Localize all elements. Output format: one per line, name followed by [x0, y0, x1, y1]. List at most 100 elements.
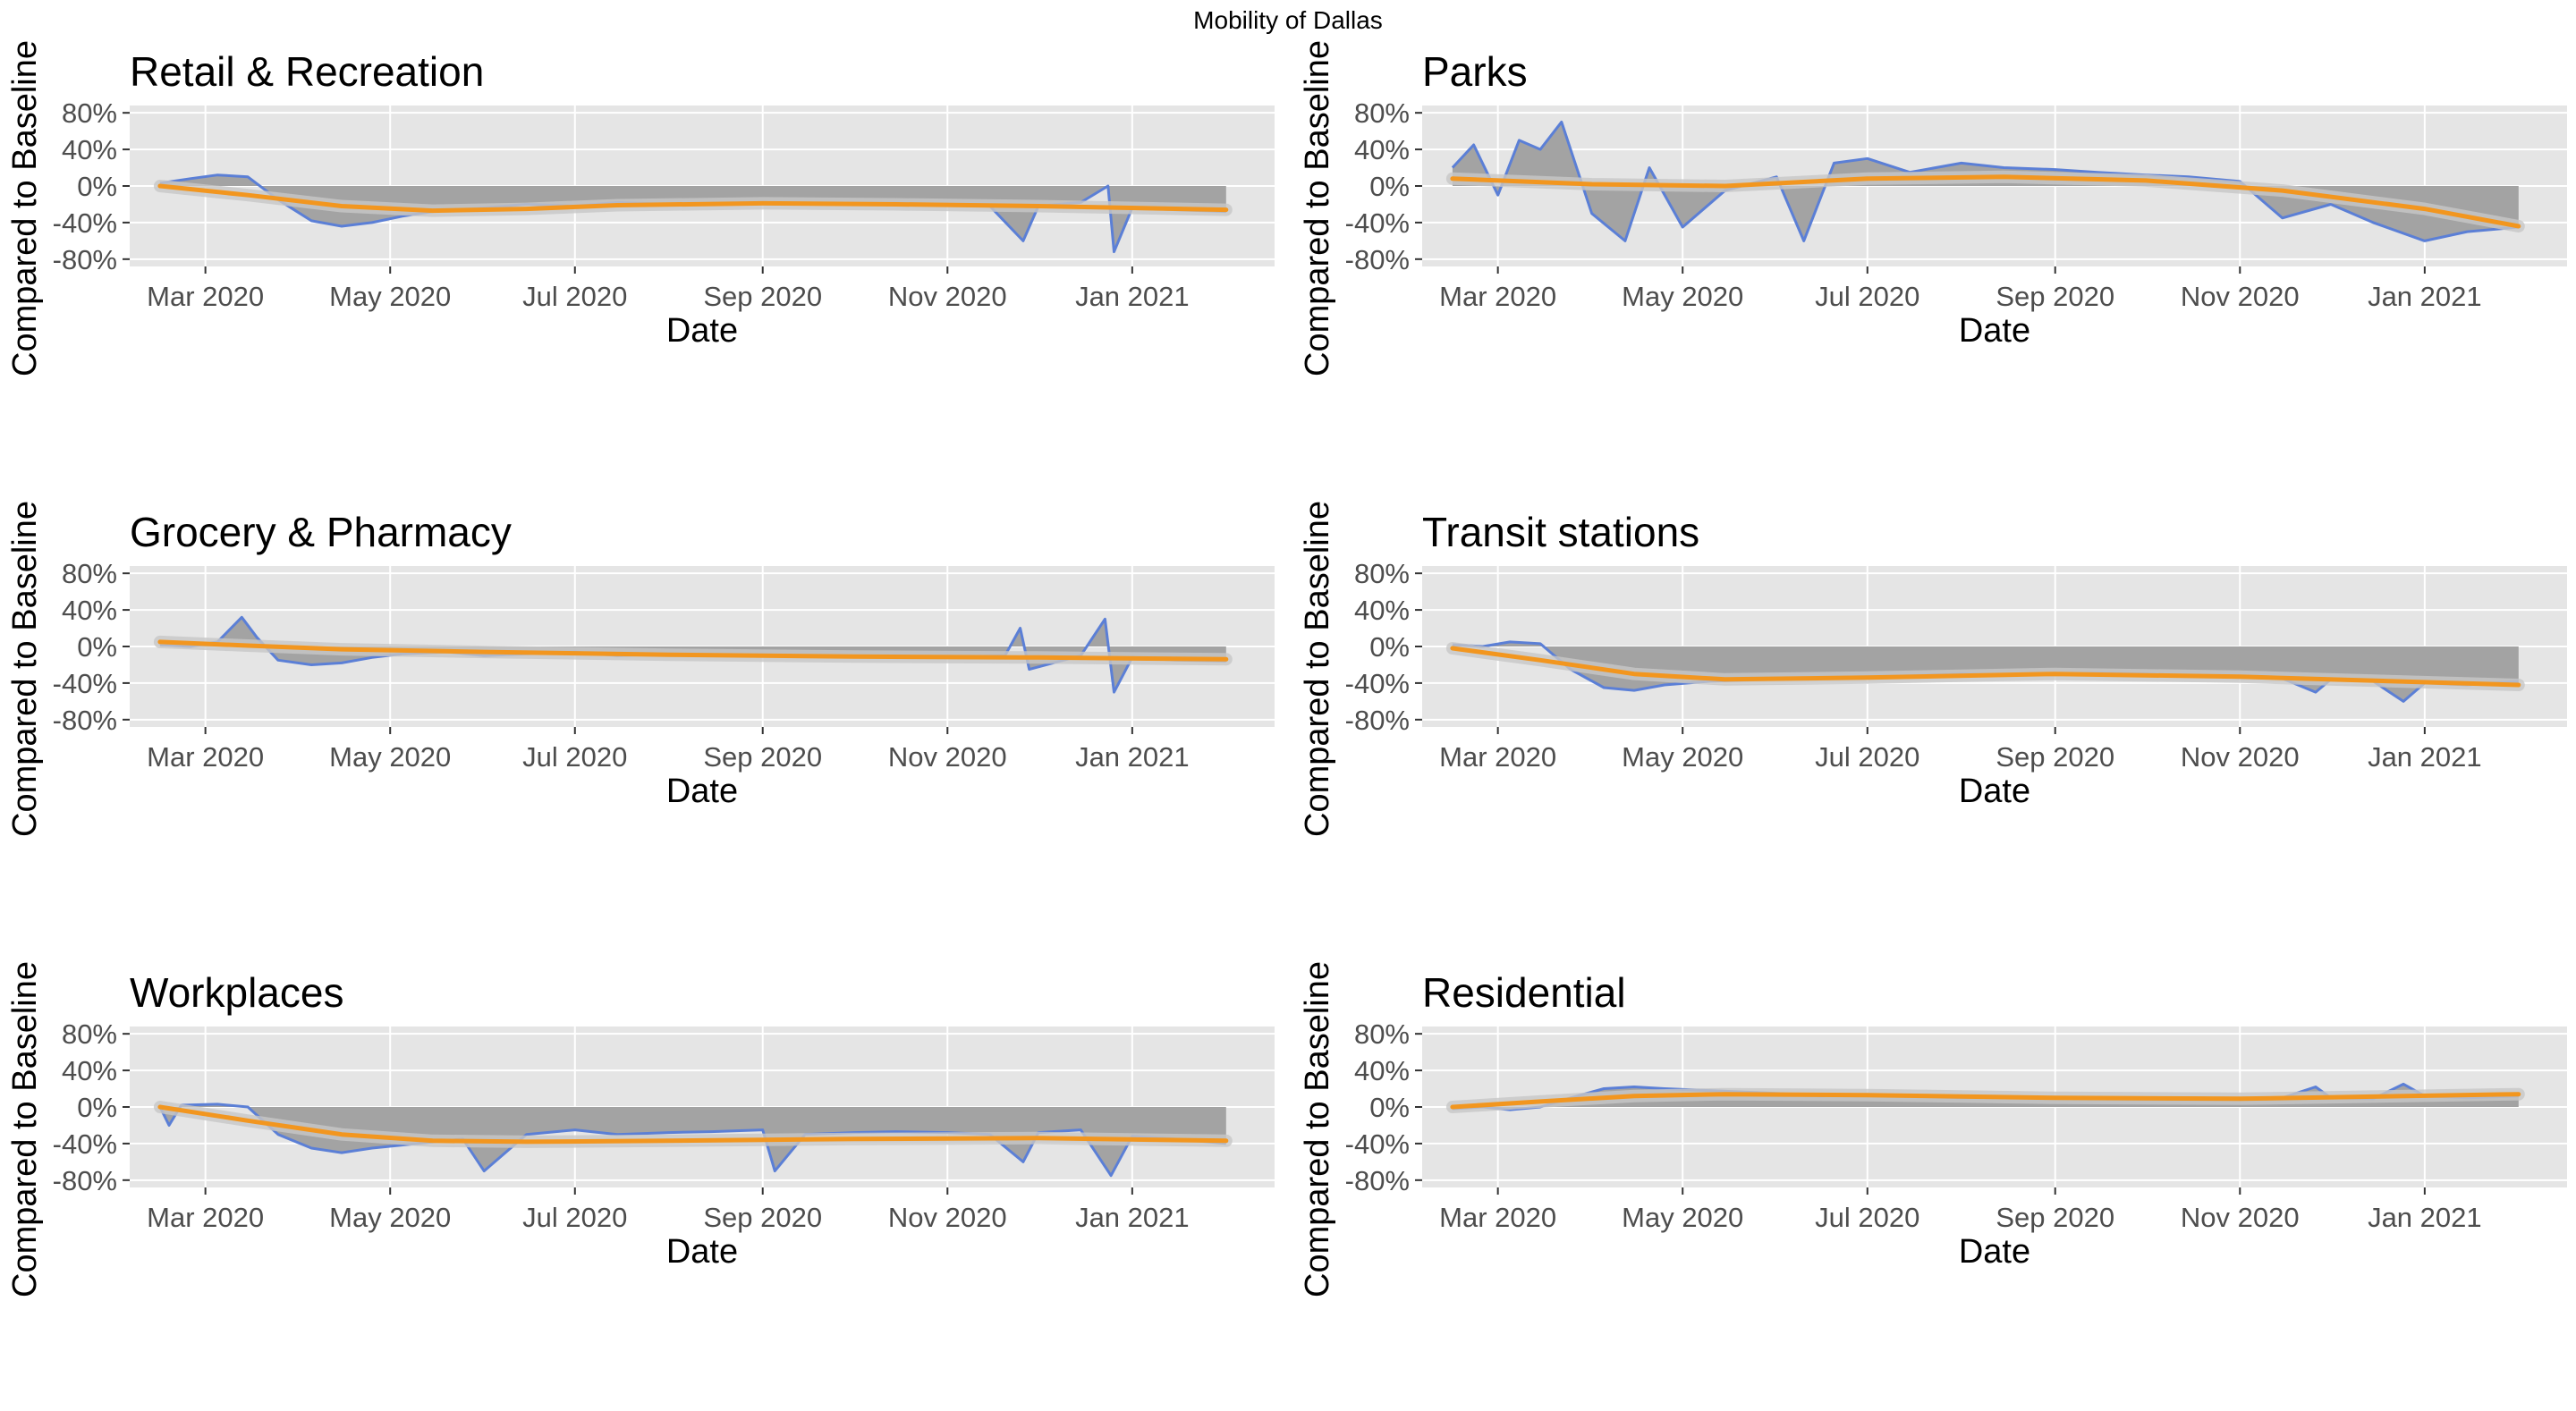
- x-tick-label: May 2020: [329, 741, 451, 773]
- x-tick-label: Mar 2020: [1439, 741, 1556, 773]
- y-tick-label: 40%: [62, 134, 117, 165]
- panel-title: Grocery & Pharmacy: [130, 509, 512, 555]
- panel-title: Retail & Recreation: [130, 48, 484, 95]
- x-tick-label: Jul 2020: [522, 281, 627, 312]
- y-tick-label: 0%: [77, 1092, 117, 1123]
- y-tick-label: 40%: [1354, 134, 1410, 165]
- x-tick-label: Nov 2020: [2181, 1202, 2300, 1233]
- y-tick-label: -80%: [53, 705, 117, 736]
- y-tick-label: 0%: [1369, 631, 1410, 663]
- x-tick-label: Jan 2021: [1075, 281, 1190, 312]
- panel-workplaces: Workplaces 80% 40% 0% -40% -80% Mar 2020 May 20…: [6, 961, 1275, 1297]
- x-tick-label: Sep 2020: [703, 741, 822, 773]
- x-tick-label: Jul 2020: [522, 741, 627, 773]
- x-tick-label: Jan 2021: [1075, 1202, 1190, 1233]
- y-tick-label: -80%: [53, 1165, 117, 1196]
- y-axis-title: Compared to Baseline: [1299, 40, 1336, 376]
- y-tick-label: -40%: [1345, 668, 1410, 699]
- x-tick-label: Sep 2020: [703, 281, 822, 312]
- y-tick-label: 0%: [77, 171, 117, 202]
- x-tick-label: Jul 2020: [1815, 741, 1919, 773]
- y-tick-label: -40%: [53, 668, 117, 699]
- y-tick-label: 80%: [1354, 97, 1410, 129]
- x-tick-label: Nov 2020: [888, 1202, 1007, 1233]
- x-axis-title: Date: [1959, 773, 2030, 810]
- y-tick-label: 80%: [1354, 558, 1410, 589]
- y-tick-label: 80%: [62, 558, 117, 589]
- panel-title: Workplaces: [130, 969, 343, 1016]
- panel-title: Parks: [1422, 48, 1528, 95]
- x-tick-label: Nov 2020: [2181, 741, 2300, 773]
- series-line-trend: [157, 1104, 1229, 1145]
- y-axis-title: Compared to Baseline: [6, 961, 44, 1297]
- y-tick-label: 80%: [62, 1018, 117, 1050]
- y-tick-label: 40%: [1354, 595, 1410, 626]
- y-tick-label: -80%: [53, 244, 117, 275]
- y-tick-label: 0%: [77, 631, 117, 663]
- x-tick-label: May 2020: [329, 281, 451, 312]
- x-tick-label: Jul 2020: [522, 1202, 627, 1233]
- panel-title: Transit stations: [1422, 509, 1699, 555]
- x-tick-label: Nov 2020: [2181, 281, 2300, 312]
- y-tick-label: -80%: [1345, 244, 1410, 275]
- x-axis-title: Date: [1959, 312, 2030, 350]
- y-tick-label: 80%: [1354, 1018, 1410, 1050]
- y-axis-title: Compared to Baseline: [6, 501, 44, 837]
- y-tick-label: -80%: [1345, 1165, 1410, 1196]
- series-area: [159, 1103, 1226, 1176]
- x-tick-label: May 2020: [1622, 741, 1743, 773]
- panel-grocery-pharmacy: Grocery & Pharmacy 80% 40% 0% -40% -80% Mar 20…: [6, 501, 1275, 837]
- x-tick-label: Jan 2021: [2368, 1202, 2482, 1233]
- x-tick-label: Mar 2020: [147, 741, 264, 773]
- x-tick-label: Mar 2020: [1439, 281, 1556, 312]
- x-tick-label: Sep 2020: [1996, 1202, 2114, 1233]
- x-tick-label: Sep 2020: [1996, 281, 2114, 312]
- series-line-trend: [1450, 646, 2521, 688]
- y-axis-title: Compared to Baseline: [1299, 961, 1336, 1297]
- series-line-trend: [157, 183, 1229, 214]
- x-tick-label: May 2020: [329, 1202, 451, 1233]
- figure-title: Mobility of Dallas: [1193, 6, 1383, 34]
- y-tick-label: 80%: [62, 97, 117, 129]
- x-axis-title: Date: [666, 773, 738, 810]
- panel-retail-recreation: Retail & Recreation 80% 40% 0% -40% -80% Mar 2…: [6, 40, 1275, 376]
- panel-parks: Parks 80% 40% 0% -40% -80% Mar 2020 May 2020 Jul…: [1299, 40, 2567, 376]
- series-line-observed: [1451, 120, 2519, 242]
- y-tick-label: -40%: [53, 1128, 117, 1160]
- x-tick-label: Jan 2021: [2368, 281, 2482, 312]
- y-tick-label: -40%: [1345, 1128, 1410, 1160]
- x-tick-label: May 2020: [1622, 1202, 1743, 1233]
- x-tick-label: May 2020: [1622, 281, 1743, 312]
- x-tick-label: Jul 2020: [1815, 1202, 1919, 1233]
- y-tick-label: 0%: [1369, 171, 1410, 202]
- series-line-trend: [1450, 174, 2521, 229]
- x-tick-label: Nov 2020: [888, 281, 1007, 312]
- panel-title: Residential: [1422, 969, 1626, 1016]
- x-axis-title: Date: [666, 1233, 738, 1271]
- x-tick-label: Mar 2020: [147, 281, 264, 312]
- x-tick-label: Mar 2020: [147, 1202, 264, 1233]
- x-tick-label: Mar 2020: [1439, 1202, 1556, 1233]
- x-tick-label: Nov 2020: [888, 741, 1007, 773]
- series-line-trend: [157, 639, 1229, 662]
- panel-residential: Residential 80% 40% 0% -40% -80% Mar 2020 May 2…: [1299, 961, 2567, 1297]
- x-tick-label: Jul 2020: [1815, 281, 1919, 312]
- y-tick-label: 40%: [62, 595, 117, 626]
- series-area: [159, 174, 1226, 252]
- y-tick-label: 40%: [62, 1055, 117, 1086]
- y-axis-title: Compared to Baseline: [6, 40, 44, 376]
- x-tick-label: Sep 2020: [703, 1202, 822, 1233]
- series-line-trend: [1450, 1092, 2521, 1110]
- x-axis-title: Date: [666, 312, 738, 350]
- panels: Retail & Recreation 80% 40% 0% -40% -80% Mar 2…: [6, 40, 2567, 1297]
- x-tick-label: Jan 2021: [2368, 741, 2482, 773]
- y-tick-label: 40%: [1354, 1055, 1410, 1086]
- y-tick-label: -40%: [1345, 207, 1410, 239]
- panel-transit-stations: Transit stations 80% 40% 0% -40% -80% Mar 2020…: [1299, 501, 2567, 837]
- y-tick-label: -40%: [53, 207, 117, 239]
- x-tick-label: Sep 2020: [1996, 741, 2114, 773]
- x-tick-label: Jan 2021: [1075, 741, 1190, 773]
- y-tick-label: -80%: [1345, 705, 1410, 736]
- x-axis-title: Date: [1959, 1233, 2030, 1271]
